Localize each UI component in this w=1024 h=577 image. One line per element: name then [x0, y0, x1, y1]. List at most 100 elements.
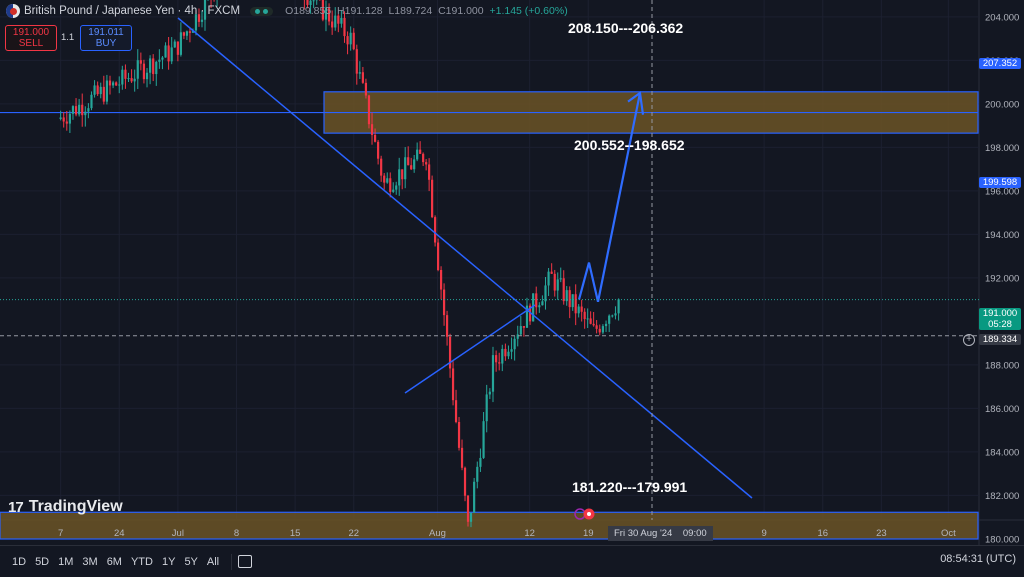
timeframe-5y[interactable]: 5Y: [184, 556, 197, 568]
buy-button[interactable]: 191.011 BUY: [80, 25, 132, 51]
candle-body: [72, 106, 74, 114]
timeframe-6m[interactable]: 6M: [107, 556, 122, 568]
candle-body: [608, 316, 610, 324]
candle-body: [66, 122, 68, 124]
candle-body: [446, 315, 448, 337]
utc-clock[interactable]: 08:54:31 (UTC): [940, 553, 1016, 565]
candle-body: [407, 157, 409, 165]
candle-body: [413, 159, 415, 169]
price-label-199: 199.598: [979, 177, 1021, 188]
timeframe-1m[interactable]: 1M: [58, 556, 73, 568]
candle-body: [127, 78, 129, 79]
candle-body: [434, 217, 436, 242]
candle-body: [331, 21, 333, 27]
top-zone-annotation[interactable]: 208.150---206.362: [568, 20, 683, 36]
candle-body: [121, 70, 123, 85]
mid-zone-annotation[interactable]: 200.552--198.652: [574, 137, 685, 153]
status-dot-icon: [263, 9, 268, 14]
timeframe-3m[interactable]: 3M: [82, 556, 97, 568]
crosshair-price-label: 189.334: [979, 334, 1021, 345]
calendar-icon[interactable]: [238, 555, 252, 568]
candle-body: [599, 329, 601, 333]
candle-body: [374, 135, 376, 142]
candles-layer: [60, 0, 620, 527]
candle-body: [428, 164, 430, 179]
replay-record-icon[interactable]: [574, 508, 600, 520]
candle-body: [137, 60, 139, 79]
time-tick-label: Jul: [172, 528, 184, 539]
add-alert-plus-icon[interactable]: +: [963, 334, 975, 346]
spread-value: 1.1: [61, 32, 74, 43]
candle-body: [611, 315, 613, 316]
market-status-indicator[interactable]: [250, 7, 273, 16]
candle-body: [510, 349, 512, 352]
candle-body: [590, 318, 592, 323]
candle-body: [410, 165, 412, 169]
time-tick-label: 22: [348, 528, 359, 539]
candle-body: [476, 467, 478, 482]
candle-body: [161, 58, 163, 60]
time-tick-label: 19: [583, 528, 594, 539]
candle-body: [395, 185, 397, 189]
candle-body: [380, 159, 382, 176]
timeframe-5d[interactable]: 5D: [35, 556, 49, 568]
candle-body: [467, 496, 469, 522]
candle-body: [479, 458, 481, 467]
candle-body: [75, 106, 77, 114]
time-tick-label: 15: [290, 528, 301, 539]
candle-body: [569, 290, 571, 307]
candle-body: [356, 49, 358, 73]
price-tick-label: 200.000: [985, 99, 1019, 110]
candle-body: [371, 124, 373, 135]
candle-body: [535, 293, 537, 307]
candle-body: [155, 62, 157, 74]
candle-body: [146, 73, 148, 79]
candle-body: [618, 299, 620, 313]
candle-body: [544, 285, 546, 301]
crosshair-date-label: Fri 30 Aug '24 09:00: [608, 526, 713, 541]
time-tick-label: 7: [58, 528, 63, 539]
timeframe-1d[interactable]: 1D: [12, 556, 26, 568]
candle-body: [614, 313, 616, 315]
crosshair-date: Fri 30 Aug '24: [614, 528, 672, 539]
candle-body: [440, 270, 442, 290]
price-tick-label: 186.000: [985, 404, 1019, 415]
symbol-title[interactable]: British Pound / Japanese Yen · 4h · FXCM: [24, 5, 240, 17]
price-tick-label: 180.000: [985, 534, 1019, 545]
candle-body: [112, 82, 114, 85]
current-price-value: 191.000: [979, 308, 1021, 319]
timeframe-ytd[interactable]: YTD: [131, 556, 153, 568]
candle-body: [593, 324, 595, 325]
candle-body: [431, 180, 433, 217]
candle-body: [109, 81, 111, 86]
candle-body: [489, 392, 491, 395]
bottom-zone-annotation[interactable]: 181.220---179.991: [572, 479, 687, 495]
sell-button[interactable]: 191.000 SELL: [5, 25, 57, 51]
time-tick-label: 16: [817, 528, 828, 539]
sell-price: 191.000: [13, 27, 49, 38]
bar-countdown: 05:28: [979, 319, 1021, 330]
candle-body: [158, 60, 160, 62]
timeframe-all[interactable]: All: [207, 556, 219, 568]
buy-label: BUY: [96, 38, 117, 49]
tradingview-logo[interactable]: 17 TradingView: [8, 498, 123, 516]
buy-price: 191.011: [88, 27, 123, 38]
ohlc-low: L189.724: [388, 5, 432, 17]
candle-body: [174, 42, 176, 48]
candle-body: [134, 79, 136, 82]
candle-body: [501, 349, 503, 364]
candle-body: [470, 513, 472, 522]
candle-body: [557, 279, 559, 290]
symbol-header: British Pound / Japanese Yen · 4h · FXCM…: [0, 0, 980, 22]
candle-body: [492, 355, 494, 392]
toolbar-divider: [231, 554, 232, 570]
crosshair-time: 09:00: [683, 528, 707, 539]
candle-body: [551, 272, 553, 274]
timeframe-1y[interactable]: 1Y: [162, 556, 175, 568]
sell-label: SELL: [19, 38, 43, 49]
price-axis: 210.000208.000206.000204.000202.000200.0…: [985, 0, 1019, 576]
candle-body: [404, 157, 406, 179]
candle-body: [87, 108, 89, 111]
candle-body: [517, 334, 519, 338]
